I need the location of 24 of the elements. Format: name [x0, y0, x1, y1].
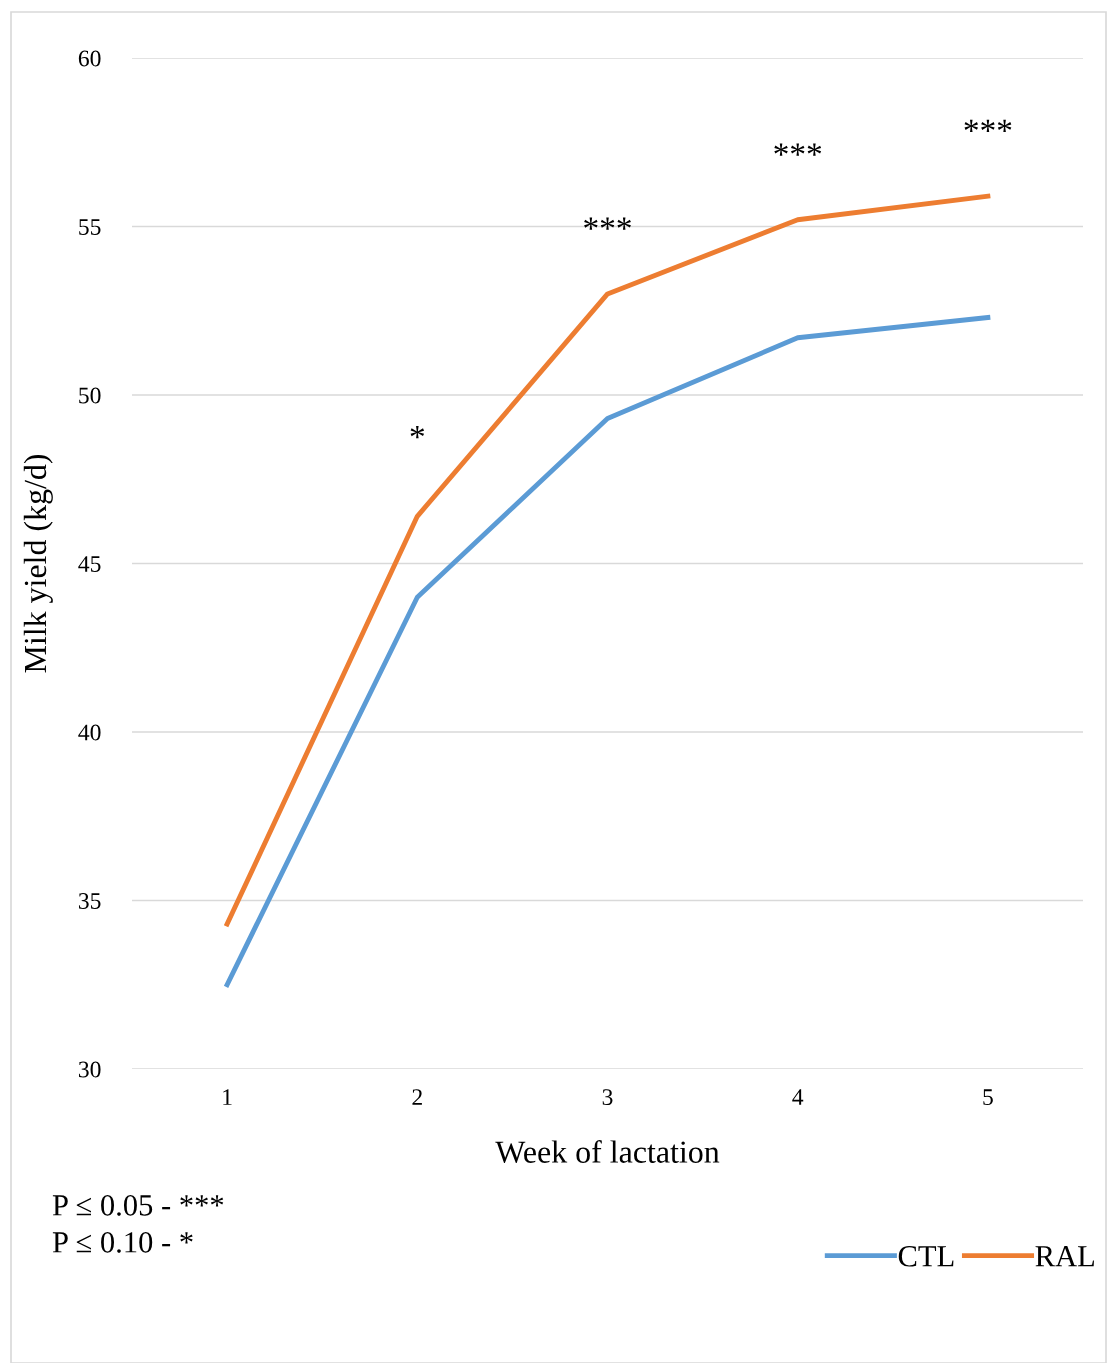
y-tick-label: 30	[78, 1061, 101, 1078]
y-tick-label: 55	[79, 219, 101, 235]
y-axis-title: Milk yield (kg/d)	[23, 454, 53, 673]
annotation: *	[410, 426, 425, 439]
y-tick-label: 45	[78, 556, 101, 572]
x-tick-label: 1	[223, 1089, 232, 1105]
x-tick-label: 5	[983, 1089, 993, 1106]
legend-label: CTL	[898, 1246, 954, 1267]
text: P ≤ 0.05 - ***	[52, 1195, 224, 1216]
y-tick-label: 35	[78, 893, 101, 909]
line-series	[224, 315, 991, 988]
annotation: ***	[774, 143, 822, 156]
annotation: ***	[584, 217, 631, 230]
x-tick-label: 4	[792, 1089, 804, 1105]
legend-label: RAL	[1035, 1246, 1094, 1267]
line-series	[224, 193, 991, 927]
annotation: ***	[964, 119, 1012, 133]
x-tick-label: 3	[602, 1089, 613, 1106]
y-tick-label: 50	[79, 387, 101, 404]
x-tick-label: 2	[412, 1089, 422, 1105]
text: P ≤ 0.10 - *	[52, 1232, 193, 1253]
y-tick-label: 40	[78, 724, 101, 741]
x-axis-title: Week of lactation	[495, 1140, 720, 1164]
y-tick-label: 60	[78, 50, 101, 67]
